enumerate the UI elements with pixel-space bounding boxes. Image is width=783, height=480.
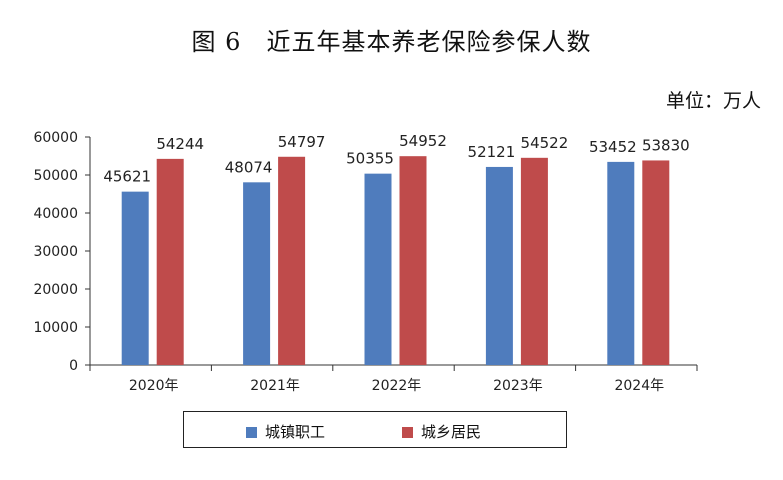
data-label: 45621 [103,168,151,186]
bar [278,156,306,365]
bar [156,158,184,365]
x-tick-label: 2020年 [129,378,179,394]
y-tick-label: 20000 [33,282,78,298]
chart-title: 图 6 近五年基本养老保险参保人数 [191,28,592,56]
data-label: 48074 [225,158,273,176]
bar [399,156,427,365]
y-tick-label: 10000 [33,320,78,336]
bar [520,157,548,365]
x-tick-label: 2021年 [250,378,300,394]
bar [243,182,271,365]
legend-label-series-1: 城镇职工 [265,423,326,441]
legend: 城镇职工 城乡居民 [183,411,567,448]
x-tick-label: 2022年 [372,378,422,394]
y-tick-label: 50000 [33,168,78,184]
bar [642,160,670,365]
data-label: 53452 [589,138,637,156]
y-tick-label: 0 [69,358,78,374]
legend-swatch-series-2 [402,427,413,438]
unit-label: 单位：万人 [665,90,761,112]
data-label: 50355 [346,150,394,168]
x-tick-label: 2024年 [614,378,664,394]
legend-swatch-series-1 [246,427,257,438]
data-label: 52121 [468,143,516,161]
bar [607,161,635,365]
legend-item-series-2: 城乡居民 [402,421,481,442]
data-label: 54522 [521,134,569,152]
legend-label-series-2: 城乡居民 [421,423,482,441]
y-tick-label: 30000 [33,244,78,260]
y-tick-label: 40000 [33,206,78,222]
bar [121,191,149,365]
x-tick-label: 2023年 [493,378,543,394]
data-label: 53830 [642,136,690,154]
bar [364,173,392,365]
legend-item-series-1: 城镇职工 [246,421,325,442]
data-label: 54244 [156,135,204,153]
data-label: 54952 [399,132,447,150]
y-tick-label: 60000 [33,130,78,146]
data-label: 54797 [278,133,326,151]
bar [485,166,513,365]
